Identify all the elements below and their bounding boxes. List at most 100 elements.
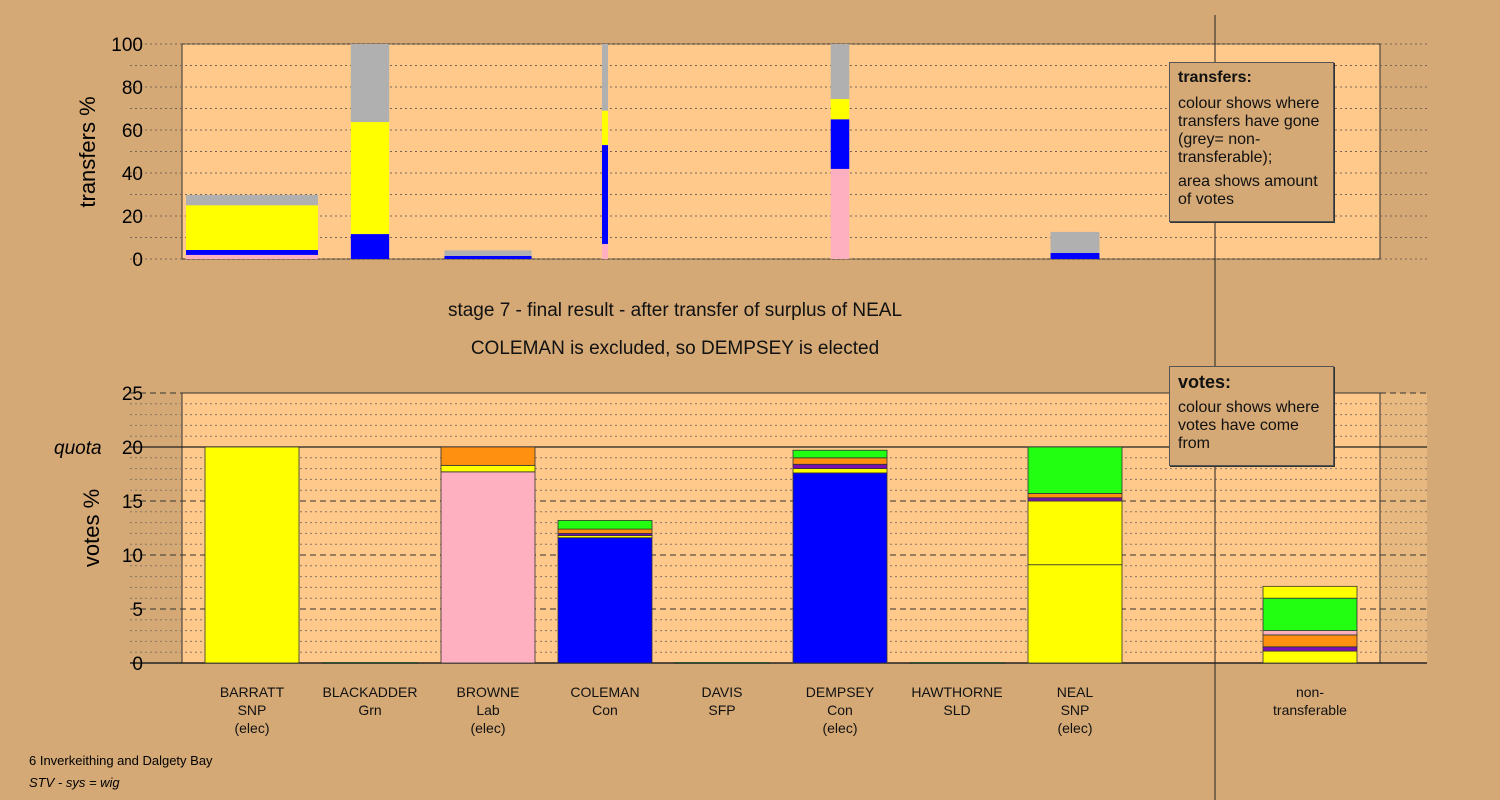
category-party: Con (592, 702, 618, 718)
category-label: BROWNE Lab (elec) (428, 683, 548, 737)
bottom-tick-label: 25 (122, 384, 143, 405)
top-tick-label: 100 (111, 35, 143, 56)
bottom-y-axis-label: votes % (79, 489, 104, 567)
transfer-segment-blue (350, 234, 390, 259)
category-party: Con (827, 702, 853, 718)
category-name: BARRATT (219, 684, 285, 700)
category-party: SFP (708, 702, 736, 718)
vote-segment-yellow (1027, 564, 1123, 664)
vote-segment-blue (557, 537, 653, 664)
transfer-segment-blue (186, 249, 318, 255)
vote-segment-purple (792, 463, 888, 469)
category-party: transferable (1273, 702, 1347, 718)
category-label: DAVIS SFP (662, 683, 782, 719)
transfers-legend: transfers: colour shows where transfers … (1169, 62, 1334, 222)
legend-title: transfers: (1178, 69, 1252, 86)
vote-segment-yellow (204, 446, 300, 664)
transfer-segment-yellow (350, 122, 390, 235)
transfer-segment-grey (602, 44, 608, 111)
category-name: HAWTHORNE (911, 684, 1003, 700)
top-tick-label: 60 (122, 121, 143, 142)
transfer-segment-blue (602, 145, 608, 244)
transfer-segment-yellow (830, 99, 850, 120)
outcome-title: COLEMAN is excluded, so DEMPSEY is elect… (470, 338, 880, 359)
top-tick-label: 20 (122, 207, 143, 228)
vote-segment-yellow (1262, 650, 1358, 664)
category-name: DAVIS (701, 684, 743, 700)
top-y-axis-label: transfers % (75, 96, 100, 207)
vote-segment-purple (1027, 497, 1123, 502)
transfer-segment-grey (350, 44, 390, 123)
category-party: SLD (943, 702, 971, 718)
vote-segment-orange (557, 528, 653, 534)
category-name: non- (1295, 684, 1325, 700)
category-label: HAWTHORNE SLD (897, 683, 1017, 719)
category-status: (elec) (470, 720, 506, 736)
category-name: COLEMAN (570, 684, 640, 700)
transfer-segment-pink (186, 254, 318, 259)
vote-segment-green (1027, 446, 1123, 494)
transfer-segment-blue (444, 255, 532, 259)
vote-segment-blue (792, 472, 888, 664)
vote-segment-pink (440, 471, 536, 664)
ward-name: 6 Inverkeithing and Dalgety Bay (29, 753, 213, 768)
top-tick-label: 80 (122, 78, 143, 99)
category-name: NEAL (1056, 684, 1094, 700)
vote-segment-yellow (1262, 585, 1358, 599)
category-party: Grn (358, 702, 382, 718)
category-party: SNP (237, 702, 267, 718)
transfer-segment-pink (830, 168, 850, 259)
transfer-segment-blue (1050, 252, 1100, 259)
vote-segment-yellow (440, 464, 536, 473)
legend-text: area shows amount of votes (1178, 173, 1318, 208)
legend-text: colour shows where transfers have gone (… (1178, 95, 1320, 166)
votes-legend: votes: colour shows where votes have com… (1169, 366, 1334, 466)
vote-segment-yellow (1027, 500, 1123, 566)
category-status: (elec) (822, 720, 858, 736)
category-label: DEMPSEY Con (elec) (780, 683, 900, 737)
vote-segment-green (1262, 597, 1358, 632)
category-label: BLACKADDER Grn (310, 683, 430, 719)
transfer-segment-pink (602, 243, 608, 259)
bottom-tick-label: 0 (132, 654, 143, 675)
category-name: DEMPSEY (805, 684, 875, 700)
stage-title: stage 7 - final result - after transfer … (447, 300, 903, 321)
top-tick-label: 0 (132, 250, 143, 271)
top-tick-label: 40 (122, 164, 143, 185)
bottom-tick-label: 10 (122, 546, 143, 567)
category-status: (elec) (1057, 720, 1093, 736)
vote-segment-green (909, 662, 1005, 664)
vote-segment-green (322, 662, 418, 664)
bottom-plot-margin (1380, 393, 1427, 663)
category-status: (elec) (234, 720, 270, 736)
transfer-segment-yellow (602, 110, 608, 146)
transfer-segment-grey (444, 250, 532, 256)
transfer-segment-blue (830, 119, 850, 169)
vote-segment-orange (792, 457, 888, 465)
category-name: BROWNE (456, 684, 520, 700)
vote-segment-orange (1027, 493, 1123, 499)
category-party: SNP (1060, 702, 1090, 718)
bottom-tick-label: 15 (122, 492, 143, 513)
transfer-segment-yellow (186, 205, 318, 250)
transfer-segment-grey (1050, 231, 1100, 253)
vote-segment-green (792, 449, 888, 459)
bottom-tick-label: 5 (132, 600, 143, 621)
category-label: COLEMAN Con (545, 683, 665, 719)
vote-segment-yellow (792, 468, 888, 474)
bottom-tick-label: 20 (122, 438, 143, 459)
category-name: BLACKADDER (322, 684, 418, 700)
legend-title: votes: (1178, 372, 1232, 392)
transfer-segment-grey (186, 194, 318, 206)
transfer-segment-grey (830, 44, 850, 100)
system-label: STV - sys = wig (29, 775, 120, 790)
vote-segment-purple (1262, 646, 1358, 652)
vote-segment-orange (440, 446, 536, 466)
quota-label: quota (54, 438, 102, 459)
vote-segment-orange (1262, 634, 1358, 648)
vote-segment-green (674, 662, 770, 664)
vote-segment-green (557, 520, 653, 530)
category-label: BARRATT SNP (elec) (192, 683, 312, 737)
legend-text: colour shows where votes have come from (1178, 399, 1320, 452)
vote-segment-pink (1262, 630, 1358, 636)
